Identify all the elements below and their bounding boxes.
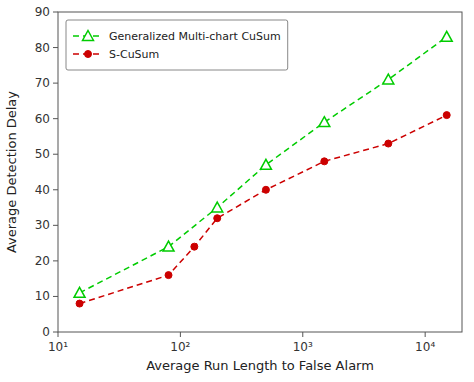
y-tick	[53, 47, 58, 48]
legend: Generalized Multi-chart CuSum S-CuSum	[66, 20, 288, 70]
x-tick-label: 10¹	[48, 340, 68, 354]
legend-item: S-CuSum	[73, 48, 159, 61]
y-tick	[53, 260, 58, 261]
y-tick	[53, 83, 58, 84]
y-tick	[53, 118, 58, 119]
x-tick-label: 10⁴	[415, 340, 435, 354]
point	[441, 31, 452, 41]
point	[76, 300, 83, 307]
chart: 10¹ 10² 10³ 10⁴ 0 10 20 30 40 50 60 70 80 90 Average R…	[0, 0, 474, 382]
y-tick-label: 0	[42, 325, 50, 339]
point	[443, 112, 450, 119]
point	[260, 159, 271, 169]
y-tick	[53, 332, 58, 333]
point	[262, 186, 269, 193]
legend-label: S-CuSum	[109, 48, 159, 61]
y-tick-label: 60	[35, 112, 50, 126]
y-tick-label: 90	[35, 5, 50, 19]
x-axis-label: Average Run Length to False Alarm	[146, 358, 374, 373]
y-tick	[53, 296, 58, 297]
point	[214, 215, 221, 222]
plot-frame	[58, 12, 462, 332]
point	[385, 140, 392, 147]
x-tick	[180, 332, 181, 337]
series	[74, 31, 452, 297]
plot-area	[74, 31, 452, 307]
x-tick-label: 10³	[293, 340, 313, 354]
y-tick-label: 50	[35, 147, 50, 161]
y-tick	[53, 154, 58, 155]
legend-label: Generalized Multi-chart CuSum	[109, 30, 281, 43]
series	[76, 112, 450, 307]
point	[165, 272, 172, 279]
point	[212, 202, 223, 212]
y-tick	[53, 225, 58, 226]
y-tick-label: 30	[35, 218, 50, 232]
point	[191, 243, 198, 250]
axes: 10¹ 10² 10³ 10⁴ 0 10 20 30 40 50 60 70 80 90	[35, 5, 462, 354]
y-tick-label: 80	[35, 41, 50, 55]
point	[74, 287, 85, 297]
point	[383, 74, 394, 84]
y-tick-label: 20	[35, 254, 50, 268]
point	[321, 158, 328, 165]
point	[163, 241, 174, 251]
legend-marker	[83, 31, 94, 41]
y-tick-label: 10	[35, 289, 50, 303]
series-line	[80, 115, 447, 303]
x-tick	[425, 332, 426, 337]
x-tick	[58, 332, 59, 337]
series-line	[80, 37, 447, 293]
legend-box	[66, 20, 288, 70]
y-tick-label: 40	[35, 183, 50, 197]
legend-marker	[85, 51, 92, 58]
x-tick	[302, 332, 303, 337]
y-axis-label: Average Detection Delay	[4, 91, 19, 253]
point	[319, 117, 330, 127]
y-tick	[53, 189, 58, 190]
y-tick-label: 70	[35, 76, 50, 90]
x-tick-label: 10²	[170, 340, 190, 354]
y-tick	[53, 12, 58, 13]
legend-item: Generalized Multi-chart CuSum	[73, 30, 281, 43]
